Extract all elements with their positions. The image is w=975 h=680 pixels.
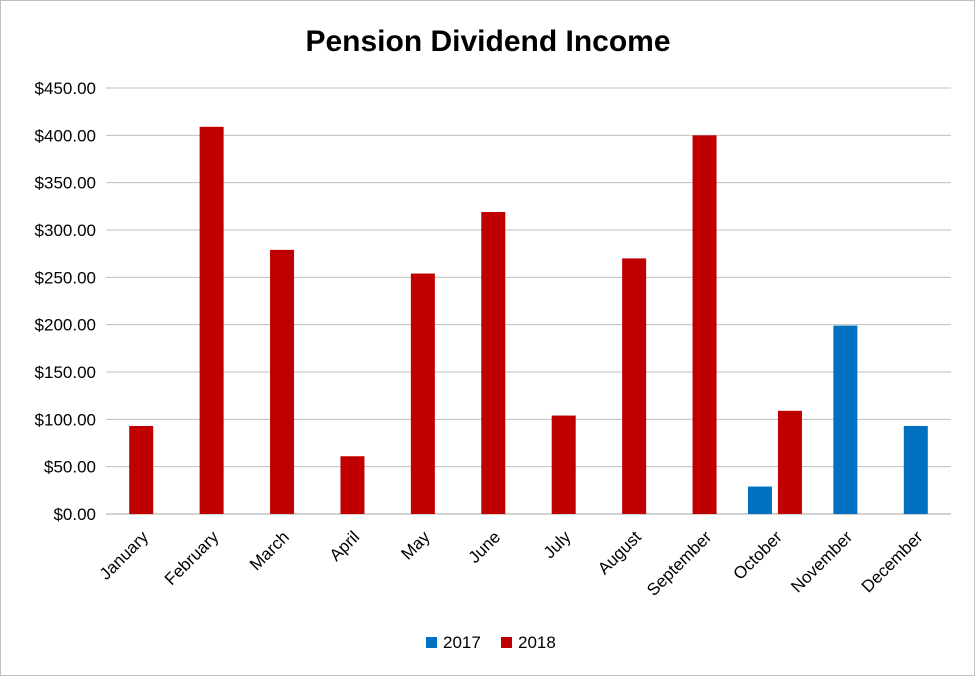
legend-swatch-2017 xyxy=(426,637,437,648)
bar-2017-november xyxy=(833,325,858,514)
x-tick-label: February xyxy=(161,527,223,589)
x-tick-label: March xyxy=(246,527,293,574)
y-tick-label: $200.00 xyxy=(35,316,96,335)
x-tick-label: January xyxy=(96,527,153,584)
bar-2018-july xyxy=(551,415,576,514)
bar-2018-april xyxy=(340,456,365,514)
bar-2018-june xyxy=(481,212,506,514)
x-tick-label: August xyxy=(594,527,645,578)
y-axis-ticks: $0.00 $50.00 $100.00 $150.00 $200.00 $250.00 $… xyxy=(35,79,96,524)
legend: 2017 2018 xyxy=(426,633,556,652)
x-tick-label: May xyxy=(398,527,434,563)
legend-label: 2017 xyxy=(443,633,481,652)
y-tick-label: $100.00 xyxy=(35,410,96,429)
bar-2018-february xyxy=(199,126,224,515)
x-tick-label: November xyxy=(787,527,856,596)
y-tick-label: $450.00 xyxy=(35,79,96,98)
bar-2018-august xyxy=(622,258,647,514)
legend-label: 2018 xyxy=(518,633,556,652)
x-tick-label: July xyxy=(540,527,575,562)
bar-2018-may xyxy=(410,273,435,514)
gridlines xyxy=(106,87,951,515)
y-tick-label: $0.00 xyxy=(53,505,96,524)
y-tick-label: $400.00 xyxy=(35,126,96,145)
bar-2017-october xyxy=(747,486,772,514)
bars xyxy=(129,126,928,515)
x-tick-label: April xyxy=(326,527,363,564)
bar-2018-september xyxy=(692,135,717,515)
bar-2018-march xyxy=(270,249,295,514)
bar-2018-january xyxy=(129,425,154,514)
chart-title: Pension Dividend Income xyxy=(305,25,670,58)
y-tick-label: $300.00 xyxy=(35,221,96,240)
legend-swatch-2018 xyxy=(501,637,512,648)
x-axis-ticks: January February March April May June July Augu… xyxy=(96,527,927,600)
y-tick-label: $50.00 xyxy=(44,458,96,477)
bar-2018-october xyxy=(777,410,802,514)
x-tick-label: September xyxy=(643,527,715,599)
y-tick-label: $150.00 xyxy=(35,363,96,382)
y-tick-label: $350.00 xyxy=(35,174,96,193)
x-tick-label: June xyxy=(465,527,505,567)
y-tick-label: $250.00 xyxy=(35,268,96,287)
bar-2017-december xyxy=(903,425,928,514)
x-tick-label: October xyxy=(730,527,786,583)
x-tick-label: December xyxy=(858,527,927,596)
